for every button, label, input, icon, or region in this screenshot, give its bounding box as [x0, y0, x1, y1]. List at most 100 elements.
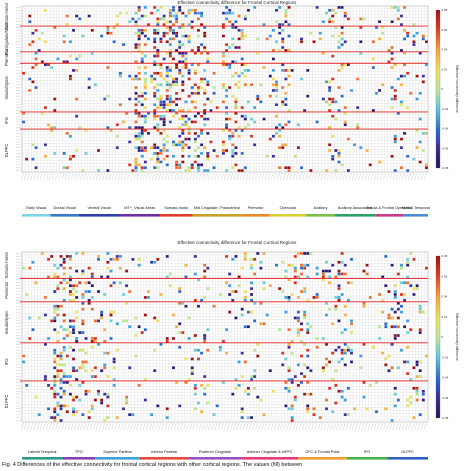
heatmap-cell [306, 263, 310, 267]
column-tick [105, 172, 109, 181]
heatmap-cell [250, 378, 253, 381]
heatmap-cell [212, 71, 216, 75]
heatmap-cell [193, 137, 197, 141]
heatmap-cell [75, 410, 79, 414]
column-tick [270, 172, 274, 181]
heatmap-cell [187, 166, 191, 169]
heatmap-cell [393, 94, 397, 98]
heatmap-cell [325, 80, 328, 84]
heatmap-cell [159, 74, 163, 78]
heatmap-cell [234, 152, 238, 155]
column-tick [389, 422, 393, 431]
heatmap-cell [400, 103, 403, 107]
heatmap-cell [334, 348, 338, 352]
heatmap-cell [256, 354, 260, 358]
column-tick [123, 422, 127, 431]
heatmap-cell [403, 132, 406, 135]
heatmap-cell [190, 357, 194, 361]
column-tick [336, 172, 340, 181]
heatmap-cell [231, 74, 235, 78]
heatmap-cell [275, 263, 278, 267]
heatmap-cell [128, 366, 132, 370]
heatmap-cell [72, 299, 75, 302]
heatmap-cell [65, 166, 69, 169]
heatmap-cell [309, 31, 313, 35]
heatmap-cell [393, 89, 397, 92]
heatmap-cell [390, 57, 394, 61]
heatmap-cell [390, 51, 394, 55]
heatmap-cell [184, 143, 188, 147]
heatmap-cell [306, 94, 310, 98]
heatmap-cell [412, 258, 416, 261]
heatmap-cell [321, 337, 325, 340]
heatmap-cell [178, 126, 182, 129]
column-tick [152, 172, 155, 181]
heatmap-cell [393, 63, 397, 66]
heatmap-cell [212, 166, 216, 169]
heatmap-cell [178, 287, 182, 290]
heatmap-cell [90, 272, 94, 276]
heatmap-cell [275, 94, 278, 98]
heatmap-cell [165, 69, 169, 72]
heatmap-cell [190, 100, 194, 104]
heatmap-cell [181, 26, 185, 29]
heatmap-cell [53, 395, 57, 399]
heatmap-cell [106, 94, 110, 98]
heatmap-cell [159, 37, 163, 41]
heatmap-cell [309, 392, 313, 396]
heatmap-cell [343, 106, 347, 109]
heatmap-cell [250, 375, 253, 378]
heatmap-cell [406, 331, 410, 334]
heatmap-cell [343, 63, 347, 66]
heatmap-cell [168, 29, 172, 32]
heatmap-cell [287, 166, 291, 169]
colorbar-tick-label: -0.08 [442, 166, 449, 170]
heatmap-cell [109, 258, 113, 261]
column-tick [386, 422, 390, 431]
heatmap-cell [178, 6, 182, 9]
heatmap-cell [368, 296, 372, 299]
heatmap-cell [56, 313, 60, 317]
heatmap-cell [162, 114, 166, 118]
heatmap-cell [271, 77, 275, 81]
heatmap-cell [193, 120, 197, 124]
heatmap-cell [237, 46, 241, 49]
heatmap-cell [256, 252, 260, 255]
heatmap-cell [250, 299, 253, 302]
heatmap-cell [303, 343, 307, 346]
heatmap-cell [62, 260, 66, 264]
heatmap-cell [143, 296, 147, 299]
colorbar [435, 255, 441, 419]
row-group-label: Somato-motor [4, 251, 9, 278]
heatmap-cell [225, 123, 228, 127]
heatmap-cell [222, 86, 225, 89]
column-tick [358, 422, 361, 431]
heatmap-cell [81, 169, 85, 172]
heatmap-cell [312, 413, 316, 416]
heatmap-cell [81, 272, 85, 276]
heatmap-cell [31, 40, 35, 44]
heatmap-cell [253, 386, 257, 390]
heatmap-cell [165, 134, 169, 138]
heatmap-cell [418, 304, 422, 308]
heatmap-cell [253, 106, 257, 109]
heatmap-cell [109, 269, 113, 273]
heatmap-cell [234, 46, 238, 49]
heatmap-cell [306, 331, 310, 334]
heatmap-cell [47, 384, 50, 387]
heatmap-cell [378, 20, 382, 24]
heatmap-cell [168, 86, 172, 89]
heatmap-cell [278, 49, 282, 52]
heatmap-cell [162, 143, 166, 147]
heatmap-cell [203, 340, 207, 343]
column-group-bar [78, 214, 120, 217]
column-tick [183, 422, 187, 431]
heatmap-cell [181, 23, 185, 26]
heatmap-cell [222, 63, 225, 66]
heatmap-cell [59, 419, 63, 422]
heatmap-cell [22, 71, 25, 75]
heatmap-cell [68, 392, 72, 396]
heatmap-cell [231, 26, 235, 29]
heatmap-cell [300, 381, 303, 384]
column-tick [292, 422, 296, 431]
